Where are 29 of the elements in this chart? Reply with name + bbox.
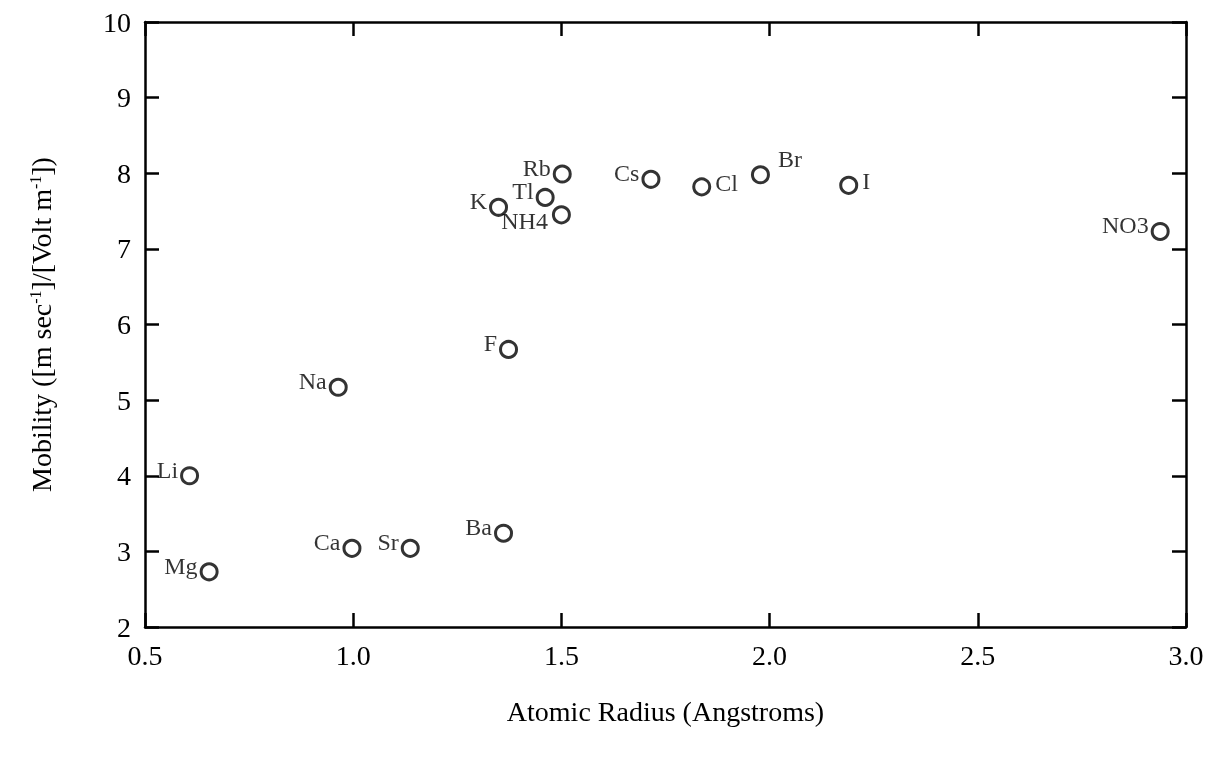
annotation: Li <box>156 456 179 483</box>
x-tick-label: 1.0 <box>335 639 371 671</box>
annotation: Cl <box>715 169 739 196</box>
annotation: Cs <box>614 160 640 187</box>
x-tick-label: 3.0 <box>1168 639 1204 671</box>
x-axis-title: Atomic Radius (Angstroms) <box>506 695 825 727</box>
annotation: Na <box>298 368 328 395</box>
annotation: F <box>483 330 498 357</box>
x-tick-label: 2.0 <box>752 639 788 671</box>
x-tick-label: 2.5 <box>960 639 996 671</box>
annotation: Mg <box>164 552 198 579</box>
y-tick-label: 8 <box>117 157 131 189</box>
annotation: NH4 <box>501 207 548 234</box>
y-tick-label: 6 <box>117 309 131 340</box>
annotation: K <box>469 188 488 215</box>
annotation: Ca <box>313 529 341 556</box>
annotation: Br <box>777 145 802 172</box>
y-tick-label: 9 <box>117 82 131 114</box>
annotation: Ba <box>465 514 493 541</box>
annotation: NO3 <box>1102 212 1149 239</box>
x-tick-label: 1.5 <box>543 639 579 671</box>
y-tick-label: 7 <box>117 233 131 265</box>
annotation: I <box>862 168 871 195</box>
y-tick-label: 10 <box>103 6 131 38</box>
y-tick-label: 5 <box>117 384 131 416</box>
y-tick-label: 4 <box>117 460 131 492</box>
y-axis-title: Mobility ([m sec-1]/[Volt m-1]) <box>25 157 57 492</box>
y-tick-label: 3 <box>117 535 131 567</box>
annotation: Sr <box>377 529 399 556</box>
